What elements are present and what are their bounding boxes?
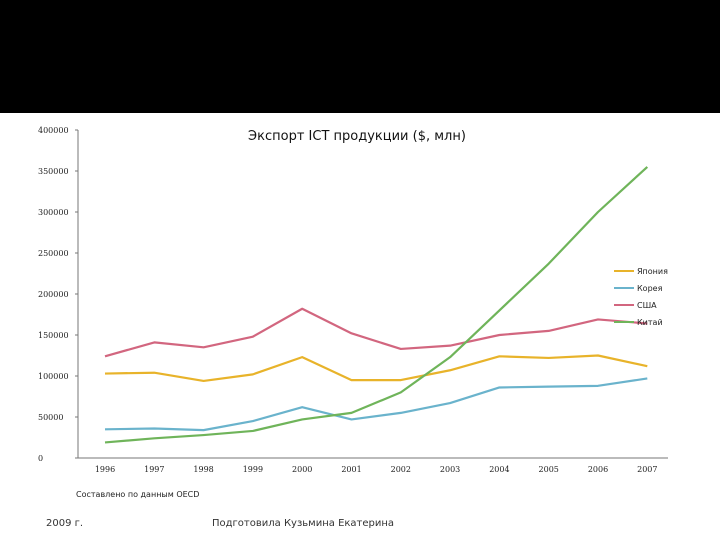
- x-tick-label: 2005: [539, 465, 559, 474]
- legend-label: США: [637, 301, 657, 310]
- y-tick-label: 300000: [38, 208, 69, 217]
- y-tick-label: 50000: [38, 413, 63, 422]
- legend-label: Корея: [637, 284, 663, 293]
- x-tick-label: 2000: [292, 465, 312, 474]
- series-line-Япония: [104, 354, 648, 383]
- x-tick-label: 2007: [637, 465, 657, 474]
- x-tick-label: 2004: [489, 465, 509, 474]
- x-tick-label: 2001: [341, 465, 361, 474]
- y-tick-label: 200000: [38, 290, 69, 299]
- series-lines: [104, 166, 649, 444]
- x-tick-label: 1999: [243, 465, 263, 474]
- series-line-США: [104, 307, 648, 358]
- y-tick-label: 400000: [38, 126, 69, 135]
- series-line-Корея: [104, 377, 648, 432]
- legend-label: Китай: [637, 318, 663, 327]
- y-tick-label: 100000: [38, 372, 69, 381]
- source-note: Составлено по данным OECD: [76, 490, 199, 499]
- y-tick-label: 150000: [38, 331, 69, 340]
- line-chart: Экспорт ICT продукции ($, млн) 400000 350…: [38, 126, 668, 499]
- chart-title: Экспорт ICT продукции ($, млн): [248, 129, 466, 144]
- y-tick-label: 250000: [38, 249, 69, 258]
- header-band: [0, 0, 720, 113]
- x-tick-label: 1996: [95, 465, 115, 474]
- x-tick-label: 1997: [144, 465, 164, 474]
- y-tick-label: 0: [38, 454, 43, 463]
- y-tick-labels: 400000 350000 300000 250000 200000 150000 1000…: [38, 126, 78, 463]
- x-tick-label: 2003: [440, 465, 460, 474]
- legend-label: Япония: [637, 267, 668, 276]
- x-tick-label: 2006: [588, 465, 608, 474]
- x-tick-labels: 1996 1997 1998 1999 2000 2001 2002 2003 2004 2005…: [95, 465, 658, 474]
- footer-author: Подготовила Кузьмина Екатерина: [212, 518, 395, 529]
- x-tick-label: 2002: [391, 465, 411, 474]
- x-tick-label: 1998: [193, 465, 213, 474]
- footer-date: 2009 г.: [46, 518, 84, 529]
- y-tick-label: 350000: [38, 167, 69, 176]
- legend: Япония Корея США Китай: [614, 267, 668, 327]
- series-line-Китай: [104, 166, 649, 444]
